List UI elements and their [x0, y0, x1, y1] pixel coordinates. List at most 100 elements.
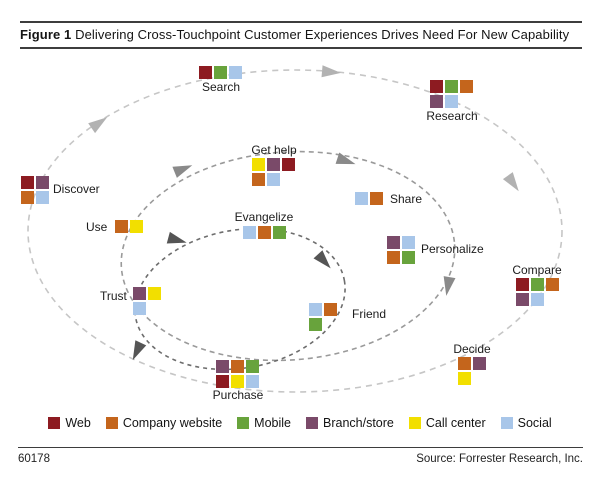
branch-swatch	[473, 357, 486, 370]
legend-label: Call center	[425, 416, 486, 430]
web-swatch	[282, 158, 295, 171]
flow-arrowhead	[132, 340, 147, 361]
node-label: Compare	[512, 263, 562, 277]
web-swatch	[216, 375, 229, 388]
figure-header: Figure 1 Delivering Cross-Touchpoint Cus…	[20, 21, 582, 49]
touchpoint-grid	[516, 278, 559, 306]
mobile-legend-swatch	[237, 417, 250, 429]
social-swatch	[267, 173, 280, 186]
flow-arrowhead	[443, 276, 456, 296]
social-swatch	[402, 236, 415, 249]
social-swatch	[355, 192, 368, 205]
social-swatch	[133, 302, 146, 315]
legend-label: Company website	[122, 416, 223, 430]
node-label: Evangelize	[234, 210, 294, 224]
touchpoint-grid	[243, 226, 286, 239]
node-label: Research	[426, 109, 478, 123]
touchpoint-grid	[252, 158, 295, 186]
flow-arrowhead	[321, 65, 341, 78]
legend-label: Social	[517, 416, 552, 430]
figure-footer: 60178 Source: Forrester Research, Inc.	[18, 447, 583, 465]
outer-journey-ring	[27, 69, 563, 393]
legend-item-branch: Branch/store	[306, 416, 394, 430]
company-swatch	[546, 278, 559, 291]
flow-arrowhead	[172, 165, 193, 178]
touchpoint-grid	[430, 80, 473, 108]
flow-arrowhead	[313, 250, 331, 269]
node-label: Search	[201, 80, 241, 94]
node-label: Friend	[352, 307, 387, 321]
social-swatch	[36, 191, 49, 204]
flow-arrowhead	[88, 117, 108, 134]
figure-title: Delivering Cross-Touchpoint Customer Exp…	[75, 27, 570, 42]
company-swatch	[231, 360, 244, 373]
legend-item-mobile: Mobile	[237, 416, 291, 430]
company-legend-swatch	[105, 417, 118, 429]
company-swatch	[21, 191, 34, 204]
legend-item-social: Social	[500, 416, 552, 430]
social-swatch	[243, 226, 256, 239]
mobile-swatch	[273, 226, 286, 239]
call-swatch	[148, 287, 161, 300]
touchpoint-grid	[216, 360, 259, 388]
branch-swatch	[216, 360, 229, 373]
social-swatch	[531, 293, 544, 306]
flow-arrowhead	[502, 172, 519, 192]
flow-arrowhead	[166, 231, 187, 244]
branch-swatch	[430, 95, 443, 108]
call-swatch	[231, 375, 244, 388]
legend-item-call: Call center	[408, 416, 486, 430]
legend-item-web: Web	[48, 416, 91, 430]
node-label: Use	[86, 220, 108, 234]
node-label: Trust	[100, 289, 127, 303]
legend-item-company: Company website	[105, 416, 223, 430]
company-swatch	[258, 226, 271, 239]
legend-label: Web	[65, 416, 91, 430]
source-text: Source: Forrester Research, Inc.	[416, 453, 583, 465]
touchpoint-grid	[355, 192, 383, 205]
social-swatch	[246, 375, 259, 388]
node-label: Discover	[53, 182, 100, 196]
web-swatch	[199, 66, 212, 79]
legend-label: Branch/store	[323, 416, 394, 430]
branch-swatch	[36, 176, 49, 189]
mobile-swatch	[214, 66, 227, 79]
legend-label: Mobile	[254, 416, 291, 430]
figure-label: Figure 1	[20, 27, 72, 42]
node-label: Get help	[251, 143, 297, 157]
branch-swatch	[516, 293, 529, 306]
mobile-swatch	[246, 360, 259, 373]
touchpoint-grid	[387, 236, 415, 264]
branch-legend-swatch	[306, 417, 318, 429]
call-legend-swatch	[408, 417, 421, 429]
flow-arrowhead	[335, 152, 356, 165]
mobile-swatch	[309, 318, 322, 331]
company-swatch	[324, 303, 337, 316]
social-swatch	[445, 95, 458, 108]
company-swatch	[460, 80, 473, 93]
mobile-swatch	[402, 251, 415, 264]
call-swatch	[458, 372, 471, 385]
node-label: Personalize	[421, 242, 484, 256]
branch-swatch	[133, 287, 146, 300]
social-legend-swatch	[500, 417, 513, 429]
middle-journey-ring	[120, 150, 456, 362]
call-swatch	[130, 220, 143, 233]
web-swatch	[430, 80, 443, 93]
company-swatch	[387, 251, 400, 264]
call-swatch	[252, 158, 265, 171]
touchpoint-grid	[21, 176, 49, 204]
mobile-swatch	[531, 278, 544, 291]
company-swatch	[115, 220, 128, 233]
web-swatch	[516, 278, 529, 291]
social-swatch	[229, 66, 242, 79]
figure-number: 60178	[18, 453, 50, 465]
node-label: Share	[390, 192, 423, 206]
node-label: Decide	[453, 342, 491, 356]
company-swatch	[252, 173, 265, 186]
touchpoint-grid	[199, 66, 242, 79]
web-legend-swatch	[48, 417, 61, 429]
